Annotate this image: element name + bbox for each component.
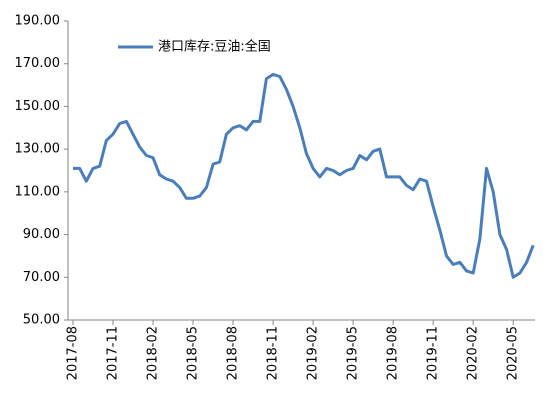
x-tick-label: 2018-11 (266, 326, 281, 380)
x-tick-label: 2018-08 (226, 326, 241, 380)
x-tick-label: 2019-02 (306, 326, 321, 380)
y-tick-label: 50.00 (23, 313, 60, 328)
y-tick-label: 150.00 (15, 99, 61, 114)
data-line (73, 72, 535, 279)
x-tick-label: 2017-11 (106, 326, 121, 380)
x-tick-label: 2019-05 (346, 326, 361, 380)
y-tick-label: 90.00 (23, 227, 60, 242)
x-tick-label: 2018-02 (146, 326, 161, 380)
y-tick-label: 170.00 (15, 56, 61, 71)
x-tick-label: 2019-08 (386, 326, 401, 380)
y-tick-label: 110.00 (15, 184, 61, 199)
y-tick-label: 70.00 (23, 270, 60, 285)
x-tick-label: 2020-05 (506, 326, 521, 380)
legend-label: 港口库存:豆油:全国 (158, 39, 271, 55)
y-tick-label: 190.00 (15, 14, 61, 29)
y-tick-label: 130.00 (15, 142, 61, 157)
x-tick-label: 2020-02 (466, 326, 481, 380)
x-tick-label: 2017-08 (66, 326, 81, 380)
x-tick-label: 2018-05 (186, 326, 201, 380)
x-tick-label: 2019-11 (426, 326, 441, 380)
